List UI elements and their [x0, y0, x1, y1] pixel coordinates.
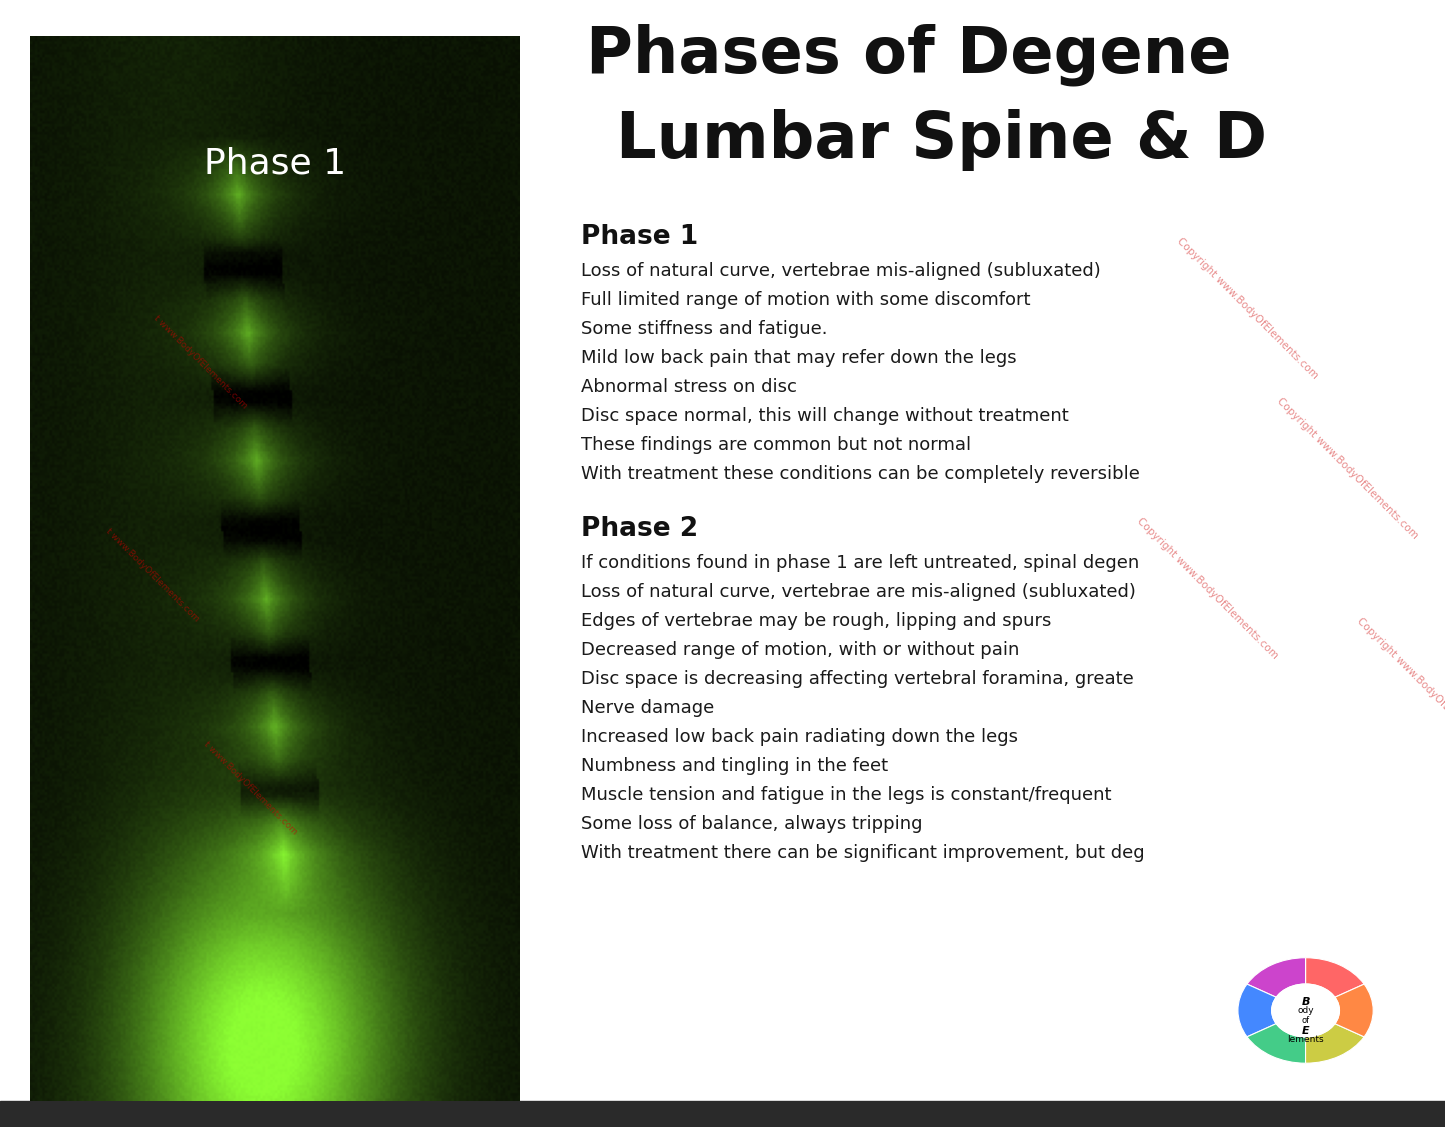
- Text: t www.BodyOfElements.com: t www.BodyOfElements.com: [153, 314, 250, 410]
- Text: lements: lements: [1287, 1036, 1324, 1045]
- Text: Abnormal stress on disc: Abnormal stress on disc: [581, 378, 798, 396]
- Text: Increased low back pain radiating down the legs: Increased low back pain radiating down t…: [581, 728, 1019, 746]
- Text: Some loss of balance, always tripping: Some loss of balance, always tripping: [581, 815, 923, 833]
- Text: Numbness and tingling in the feet: Numbness and tingling in the feet: [581, 757, 889, 775]
- Wedge shape: [1238, 984, 1276, 1037]
- Text: These findings are common but not normal: These findings are common but not normal: [581, 436, 971, 454]
- Text: With treatment there can be significant improvement, but deg: With treatment there can be significant …: [581, 844, 1144, 862]
- Bar: [0, 1101, 1445, 1127]
- Text: Loss of natural curve, vertebrae are mis-aligned (subluxated): Loss of natural curve, vertebrae are mis…: [581, 583, 1136, 601]
- Text: t www.BodyOfElements.com: t www.BodyOfElements.com: [104, 527, 201, 623]
- Text: of: of: [1302, 1017, 1309, 1026]
- Text: Copyright www.BodyOfElements.com: Copyright www.BodyOfElements.com: [1136, 516, 1280, 660]
- Text: If conditions found in phase 1 are left untreated, spinal degen: If conditions found in phase 1 are left …: [581, 553, 1140, 571]
- Text: Phase 2: Phase 2: [581, 516, 698, 542]
- Text: Mild low back pain that may refer down the legs: Mild low back pain that may refer down t…: [581, 349, 1017, 367]
- Text: Decreased range of motion, with or without pain: Decreased range of motion, with or witho…: [581, 641, 1020, 659]
- Wedge shape: [1305, 958, 1364, 997]
- Text: Phase 1: Phase 1: [204, 147, 345, 180]
- Wedge shape: [1305, 1023, 1364, 1063]
- Wedge shape: [1335, 984, 1373, 1037]
- Text: Loss of natural curve, vertebrae mis-aligned (subluxated): Loss of natural curve, vertebrae mis-ali…: [581, 261, 1101, 279]
- Text: Disc space is decreasing affecting vertebral foramina, greate: Disc space is decreasing affecting verte…: [581, 669, 1134, 687]
- Text: Phase 1: Phase 1: [581, 224, 698, 250]
- Text: Copyright www.BodyOfElements.com: Copyright www.BodyOfElements.com: [1355, 616, 1445, 761]
- Text: Nerve damage: Nerve damage: [581, 699, 714, 717]
- Text: Phases of Degene: Phases of Degene: [587, 24, 1233, 87]
- Text: Lumbar Spine & D: Lumbar Spine & D: [616, 109, 1267, 171]
- Text: B: B: [1302, 996, 1309, 1006]
- Text: ody: ody: [1298, 1006, 1314, 1015]
- Text: Full limited range of motion with some discomfort: Full limited range of motion with some d…: [581, 291, 1030, 309]
- Circle shape: [1272, 984, 1340, 1037]
- Text: Some stiffness and fatigue.: Some stiffness and fatigue.: [581, 320, 828, 338]
- Text: With treatment these conditions can be completely reversible: With treatment these conditions can be c…: [581, 465, 1140, 483]
- Text: Disc space normal, this will change without treatment: Disc space normal, this will change with…: [581, 407, 1069, 425]
- Wedge shape: [1247, 1023, 1305, 1063]
- Text: t www.BodyOfElements.com: t www.BodyOfElements.com: [201, 740, 298, 836]
- Text: E: E: [1302, 1026, 1309, 1036]
- Text: Edges of vertebrae may be rough, lipping and spurs: Edges of vertebrae may be rough, lipping…: [581, 612, 1052, 630]
- Text: Copyright www.BodyOfElements.com: Copyright www.BodyOfElements.com: [1276, 396, 1420, 541]
- Text: Copyright www.BodyOfElements.com: Copyright www.BodyOfElements.com: [1175, 236, 1321, 381]
- Text: Muscle tension and fatigue in the legs is constant/frequent: Muscle tension and fatigue in the legs i…: [581, 786, 1111, 804]
- Wedge shape: [1247, 958, 1305, 997]
